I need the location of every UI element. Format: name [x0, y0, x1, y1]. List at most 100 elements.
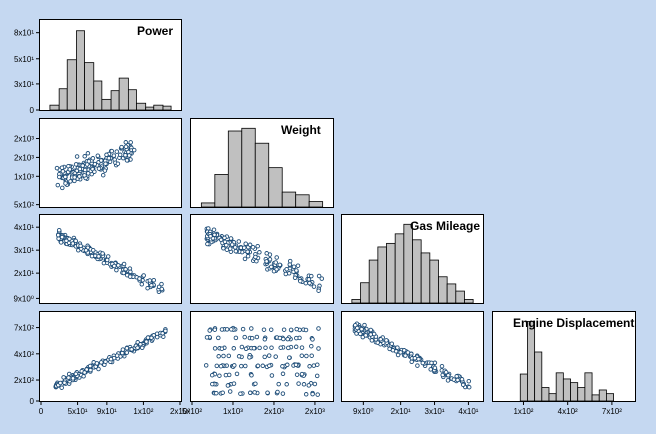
- histogram-bar: [420, 252, 431, 304]
- scatter-point: [285, 336, 290, 342]
- scatter-point: [312, 381, 318, 387]
- scatter-point: [311, 363, 317, 368]
- scatter-point: [294, 326, 299, 332]
- histogram-bar: [360, 282, 370, 304]
- scatter-point: [101, 260, 107, 266]
- scatter-point: [56, 227, 62, 233]
- scatter-point: [100, 251, 105, 256]
- panel-8: [341, 311, 484, 402]
- scatter-point: [114, 149, 120, 154]
- scatter-point: [77, 174, 82, 179]
- y-tick-label: 0: [30, 106, 35, 115]
- scatter-point: [83, 248, 89, 253]
- scatter-point: [294, 372, 300, 377]
- y-tick-label: 2x10²: [14, 376, 34, 385]
- y-tick-label: 7x10²: [14, 324, 34, 333]
- scatter-point: [409, 359, 414, 365]
- scatter-point: [205, 241, 210, 247]
- y-tick-label: 5x10²: [14, 201, 34, 210]
- scatter-point: [96, 254, 101, 259]
- x-tick-label: 2x10³: [264, 407, 284, 416]
- scatter-point: [293, 344, 299, 350]
- x-tick-label: 7x10²: [602, 407, 622, 416]
- scatter-point: [220, 390, 225, 395]
- histogram-bar: [93, 80, 103, 111]
- y-tick-label: 3x10¹: [14, 246, 34, 255]
- histogram-bar: [527, 320, 536, 402]
- scatter-point: [307, 280, 312, 286]
- panel-9: Engine Displacement: [492, 311, 636, 402]
- scatter-point: [432, 365, 438, 371]
- scatter-point: [459, 377, 465, 382]
- panel-5: Gas Mileage: [341, 214, 484, 304]
- scatter-point: [257, 250, 262, 255]
- panel-2: Weight: [190, 118, 334, 208]
- scatter-point: [114, 353, 120, 358]
- scatter-point: [319, 276, 325, 281]
- panel-6: [39, 311, 182, 402]
- scatter-point: [466, 378, 472, 384]
- scatter-point: [229, 242, 235, 247]
- scatter-point: [139, 282, 145, 287]
- histogram-bar: [548, 393, 557, 402]
- panel-1: [39, 118, 182, 208]
- scatter-point: [278, 345, 283, 350]
- scatter-point: [109, 148, 115, 154]
- scatter-point: [232, 245, 238, 250]
- scatter-point: [267, 257, 273, 262]
- histogram-bar: [584, 372, 593, 402]
- scatter-point: [114, 267, 119, 273]
- scatter-point: [260, 363, 266, 369]
- scatter-point: [112, 263, 117, 269]
- histogram-bar: [577, 387, 586, 402]
- scatter-point: [243, 363, 248, 369]
- scatter-point: [240, 326, 246, 332]
- scatter-point: [273, 260, 278, 265]
- histogram-bar: [136, 102, 147, 111]
- x-tick-label: 0: [39, 407, 44, 416]
- scatter-point: [249, 335, 255, 341]
- panel-frame: [190, 214, 334, 304]
- scatter-point: [233, 248, 239, 254]
- scatter-point: [303, 280, 309, 286]
- scatter-point: [261, 327, 267, 332]
- scatter-point: [309, 353, 314, 358]
- scatter-point: [241, 245, 247, 250]
- scatter-point: [445, 378, 451, 383]
- scatter-point: [269, 345, 274, 350]
- scatter-point: [95, 153, 101, 158]
- scatter-point: [274, 267, 279, 272]
- scatter-point: [238, 391, 243, 396]
- histogram-bar: [66, 59, 77, 111]
- scatter-point: [369, 338, 375, 343]
- histogram-bar: [58, 88, 68, 111]
- scatter-point: [115, 161, 121, 166]
- histogram-bar: [394, 233, 405, 304]
- scatter-point: [59, 165, 65, 170]
- scatter-point: [309, 343, 314, 349]
- scatter-point: [395, 345, 400, 350]
- histogram-bar: [562, 378, 571, 402]
- scatter-point: [265, 390, 270, 395]
- histogram-bar: [162, 105, 172, 111]
- scatter-point: [67, 167, 73, 172]
- scatter-point: [224, 247, 230, 252]
- panel-0: Power: [39, 19, 182, 111]
- scatter-point: [294, 268, 299, 273]
- scatter-point: [63, 181, 68, 186]
- x-tick-label: 4x10²: [558, 407, 578, 416]
- y-tick-label: 4x10¹: [14, 223, 34, 232]
- scatter-point: [124, 158, 130, 163]
- histogram-bar: [281, 191, 297, 208]
- scatter-point: [443, 369, 449, 375]
- histogram-bar: [606, 393, 615, 402]
- histogram-bar: [308, 201, 324, 208]
- scatter-point: [92, 169, 97, 174]
- scatter-point: [99, 360, 104, 365]
- scatter-point: [307, 364, 312, 369]
- scatter-point: [412, 355, 418, 361]
- scatter-point: [285, 362, 290, 368]
- scatter-point: [303, 392, 309, 397]
- scatter-point: [128, 140, 133, 145]
